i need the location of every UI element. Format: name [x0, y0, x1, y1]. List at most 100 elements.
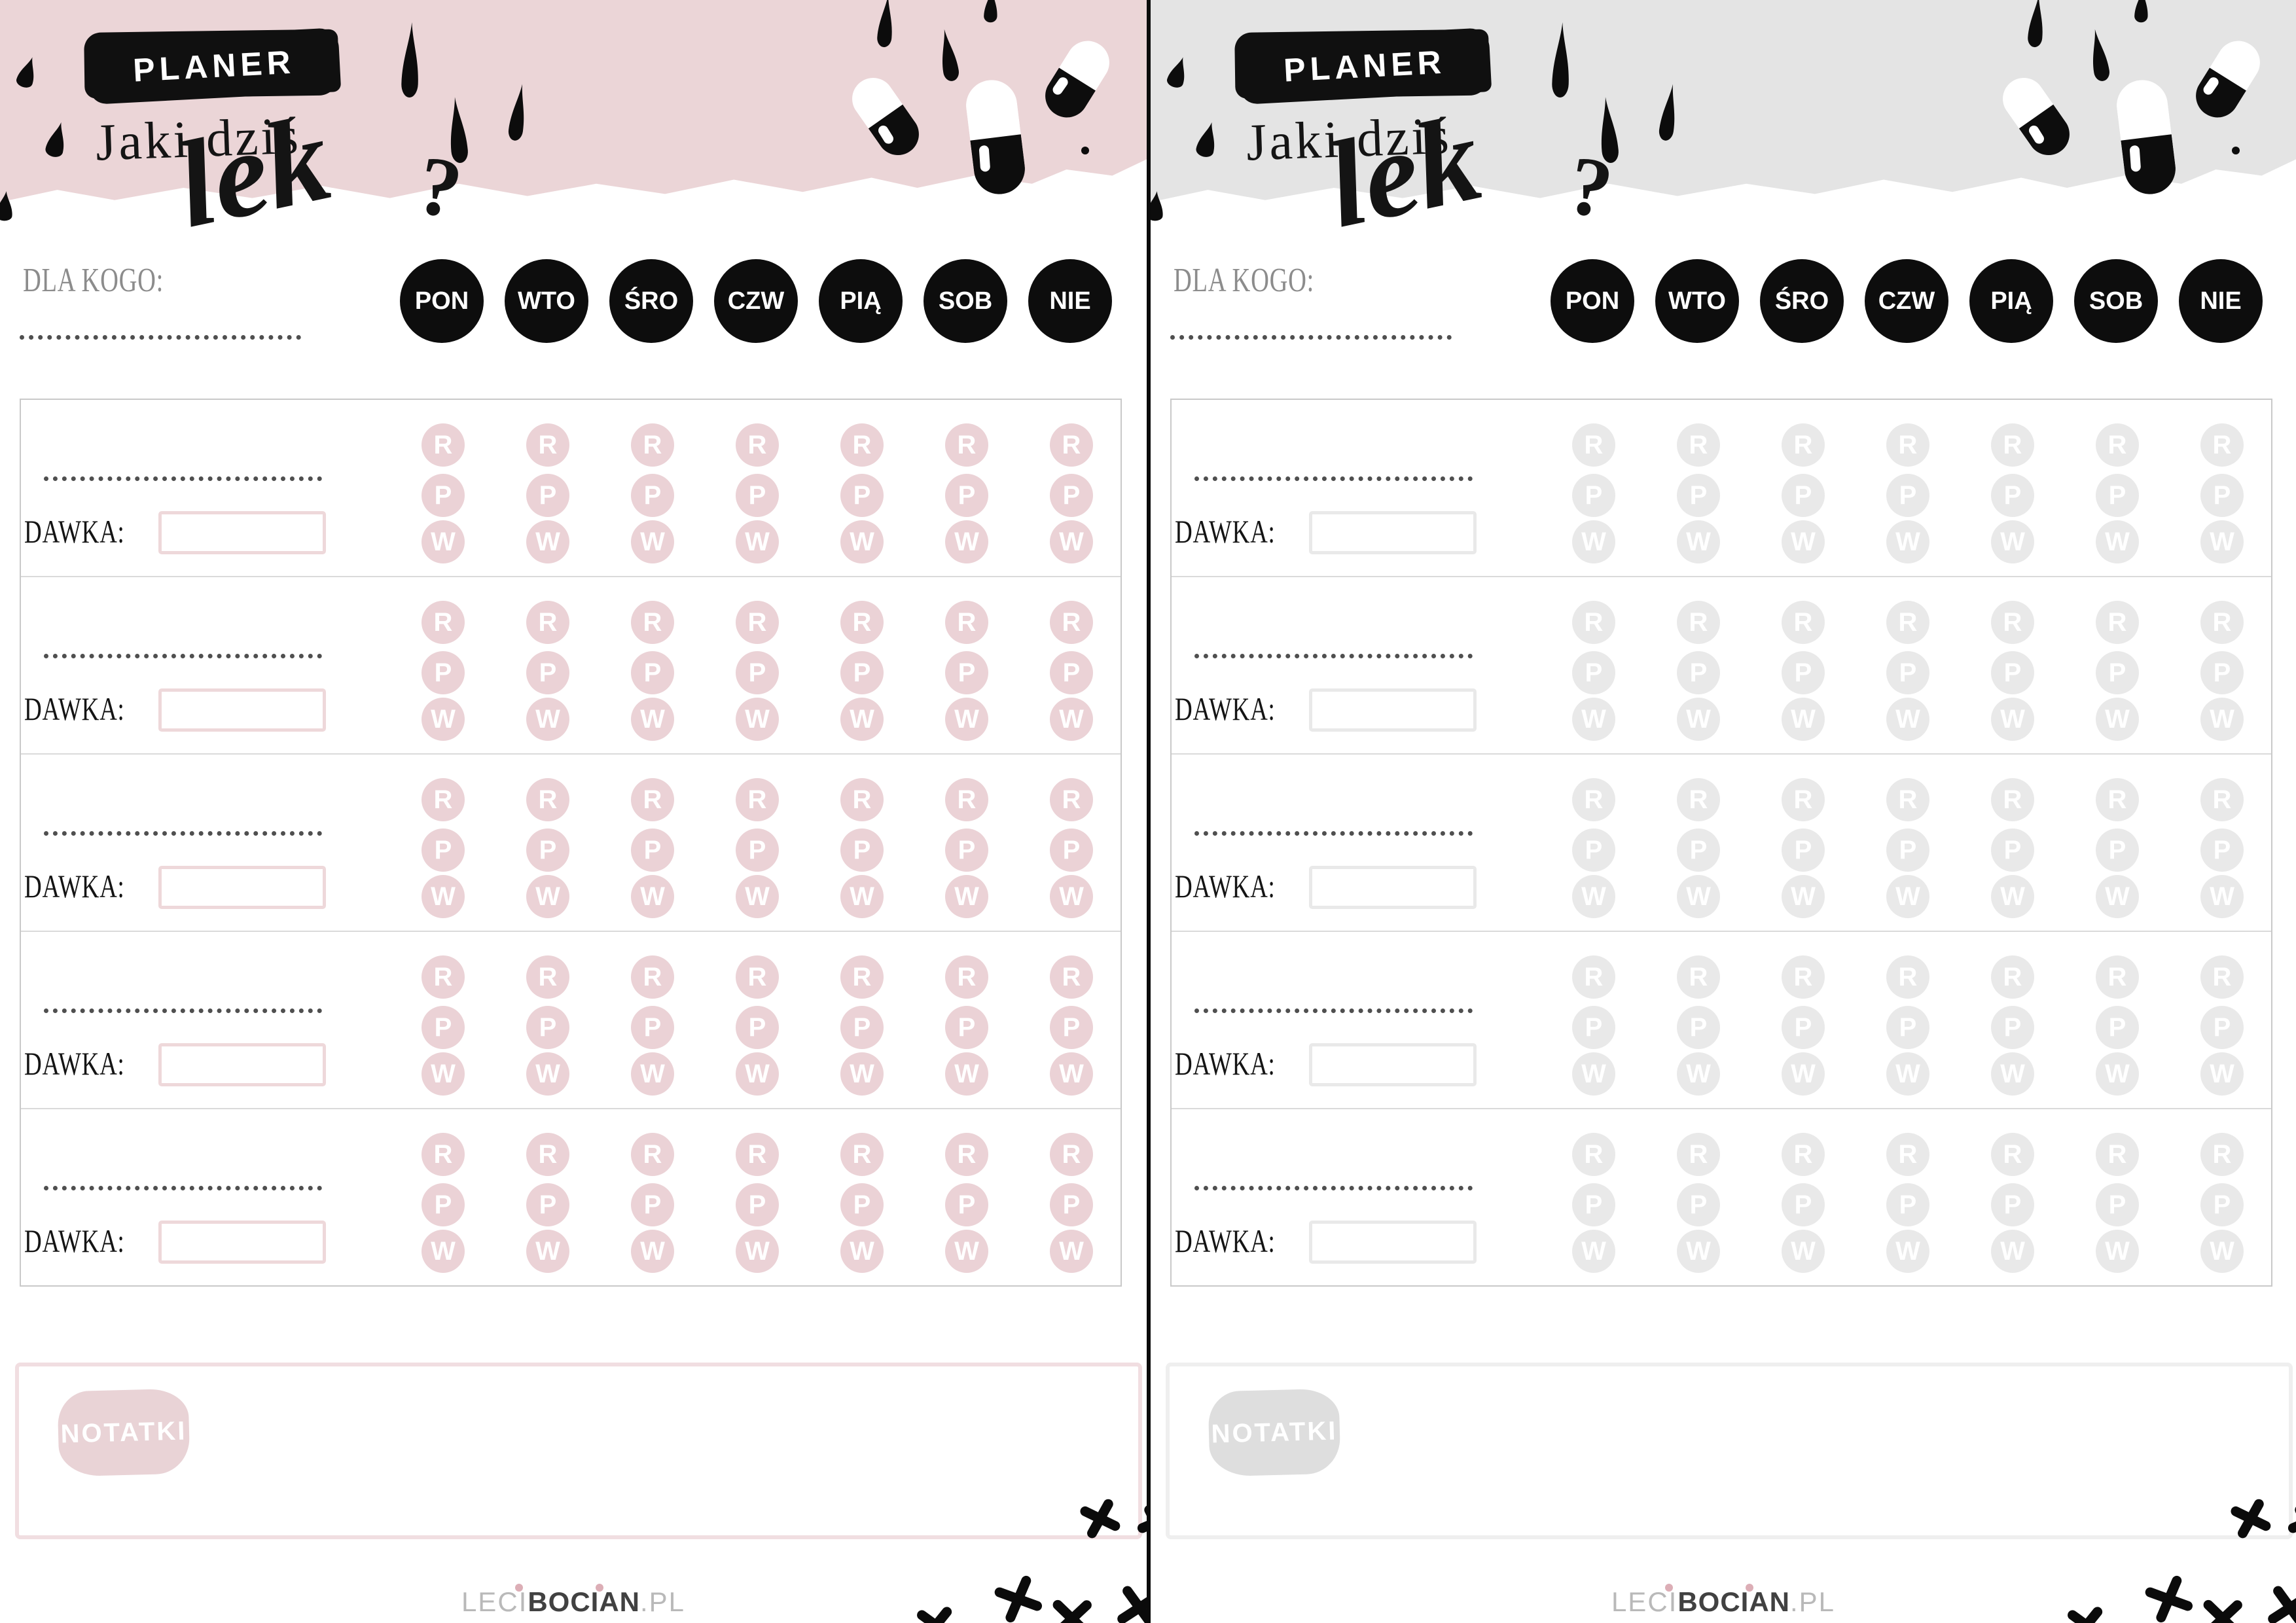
slot-circle-p[interactable]: P — [736, 651, 779, 694]
day-circle-nie[interactable]: NIE — [1028, 259, 1112, 343]
slot-circle-w[interactable]: W — [1677, 698, 1720, 741]
slot-circle-w[interactable]: W — [2096, 875, 2139, 918]
slot-circle-p[interactable]: P — [945, 474, 988, 517]
slot-circle-w[interactable]: W — [1050, 698, 1093, 741]
day-circle-wto[interactable]: WTO — [505, 259, 588, 343]
slot-circle-r[interactable]: R — [945, 955, 988, 999]
slot-circle-w[interactable]: W — [526, 698, 569, 741]
slot-circle-p[interactable]: P — [1991, 829, 2034, 872]
slot-circle-w[interactable]: W — [1991, 698, 2034, 741]
slot-circle-r[interactable]: R — [1782, 955, 1825, 999]
slot-circle-p[interactable]: P — [840, 829, 884, 872]
slot-circle-r[interactable]: R — [2200, 423, 2244, 467]
day-circle-czw[interactable]: CZW — [714, 259, 798, 343]
day-circle-sob[interactable]: SOB — [2074, 259, 2158, 343]
slot-circle-r[interactable]: R — [1886, 423, 1929, 467]
slot-circle-p[interactable]: P — [2200, 651, 2244, 694]
slot-circle-w[interactable]: W — [526, 1052, 569, 1096]
slot-circle-p[interactable]: P — [422, 651, 465, 694]
day-circle-czw[interactable]: CZW — [1865, 259, 1948, 343]
slot-circle-w[interactable]: W — [1886, 875, 1929, 918]
slot-circle-p[interactable]: P — [2096, 1006, 2139, 1049]
slot-circle-p[interactable]: P — [1991, 651, 2034, 694]
slot-circle-r[interactable]: R — [1677, 955, 1720, 999]
slot-circle-w[interactable]: W — [631, 875, 674, 918]
slot-circle-p[interactable]: P — [631, 651, 674, 694]
slot-circle-r[interactable]: R — [526, 423, 569, 467]
slot-circle-w[interactable]: W — [1572, 520, 1615, 563]
slot-circle-w[interactable]: W — [422, 1052, 465, 1096]
slot-circle-r[interactable]: R — [945, 601, 988, 644]
slot-circle-w[interactable]: W — [1050, 1052, 1093, 1096]
slot-circle-p[interactable]: P — [1782, 1006, 1825, 1049]
slot-circle-p[interactable]: P — [1782, 829, 1825, 872]
dose-input-box[interactable] — [158, 1221, 326, 1264]
slot-circle-w[interactable]: W — [736, 520, 779, 563]
slot-circle-p[interactable]: P — [422, 1183, 465, 1226]
slot-circle-p[interactable]: P — [1050, 651, 1093, 694]
slot-circle-w[interactable]: W — [422, 1230, 465, 1273]
slot-circle-w[interactable]: W — [2200, 1052, 2244, 1096]
slot-circle-w[interactable]: W — [840, 875, 884, 918]
slot-circle-p[interactable]: P — [1572, 651, 1615, 694]
slot-circle-p[interactable]: P — [1677, 829, 1720, 872]
slot-circle-w[interactable]: W — [945, 1052, 988, 1096]
slot-circle-r[interactable]: R — [422, 423, 465, 467]
slot-circle-p[interactable]: P — [1991, 474, 2034, 517]
slot-circle-w[interactable]: W — [1677, 520, 1720, 563]
slot-circle-w[interactable]: W — [2096, 1052, 2139, 1096]
slot-circle-r[interactable]: R — [1991, 778, 2034, 821]
slot-circle-w[interactable]: W — [1572, 698, 1615, 741]
slot-circle-p[interactable]: P — [1050, 474, 1093, 517]
slot-circle-r[interactable]: R — [1782, 1133, 1825, 1176]
slot-circle-p[interactable]: P — [1782, 1183, 1825, 1226]
slot-circle-r[interactable]: R — [840, 1133, 884, 1176]
slot-circle-w[interactable]: W — [1886, 698, 1929, 741]
slot-circle-r[interactable]: R — [2200, 1133, 2244, 1176]
slot-circle-w[interactable]: W — [945, 1230, 988, 1273]
slot-circle-r[interactable]: R — [2096, 601, 2139, 644]
slot-circle-r[interactable]: R — [2096, 955, 2139, 999]
slot-circle-p[interactable]: P — [1886, 1006, 1929, 1049]
slot-circle-r[interactable]: R — [1572, 601, 1615, 644]
for-whom-fill-line[interactable] — [20, 335, 301, 340]
slot-circle-r[interactable]: R — [1886, 1133, 1929, 1176]
slot-circle-r[interactable]: R — [1677, 1133, 1720, 1176]
slot-circle-w[interactable]: W — [840, 1230, 884, 1273]
slot-circle-p[interactable]: P — [945, 651, 988, 694]
slot-circle-w[interactable]: W — [526, 875, 569, 918]
slot-circle-w[interactable]: W — [840, 1052, 884, 1096]
slot-circle-w[interactable]: W — [1677, 875, 1720, 918]
slot-circle-p[interactable]: P — [736, 829, 779, 872]
slot-circle-w[interactable]: W — [422, 698, 465, 741]
slot-circle-p[interactable]: P — [526, 829, 569, 872]
slot-circle-p[interactable]: P — [1886, 474, 1929, 517]
dose-input-box[interactable] — [1309, 511, 1477, 554]
notes-box[interactable]: NOTATKI — [15, 1363, 1142, 1539]
slot-circle-p[interactable]: P — [422, 1006, 465, 1049]
slot-circle-w[interactable]: W — [736, 875, 779, 918]
slot-circle-w[interactable]: W — [526, 520, 569, 563]
slot-circle-w[interactable]: W — [1782, 1230, 1825, 1273]
slot-circle-p[interactable]: P — [1677, 651, 1720, 694]
slot-circle-p[interactable]: P — [1572, 1006, 1615, 1049]
slot-circle-p[interactable]: P — [631, 1183, 674, 1226]
dose-input-box[interactable] — [158, 866, 326, 909]
slot-circle-w[interactable]: W — [1991, 1052, 2034, 1096]
slot-circle-r[interactable]: R — [631, 778, 674, 821]
slot-circle-r[interactable]: R — [1886, 778, 1929, 821]
slot-circle-w[interactable]: W — [1782, 520, 1825, 563]
slot-circle-w[interactable]: W — [2200, 875, 2244, 918]
slot-circle-r[interactable]: R — [736, 955, 779, 999]
slot-circle-p[interactable]: P — [526, 1006, 569, 1049]
day-circle-pia[interactable]: PIĄ — [819, 259, 903, 343]
slot-circle-r[interactable]: R — [945, 778, 988, 821]
slot-circle-w[interactable]: W — [2096, 698, 2139, 741]
slot-circle-p[interactable]: P — [526, 651, 569, 694]
slot-circle-p[interactable]: P — [1050, 1183, 1093, 1226]
slot-circle-w[interactable]: W — [631, 520, 674, 563]
slot-circle-w[interactable]: W — [526, 1230, 569, 1273]
slot-circle-w[interactable]: W — [1991, 875, 2034, 918]
slot-circle-p[interactable]: P — [945, 1183, 988, 1226]
slot-circle-r[interactable]: R — [1677, 423, 1720, 467]
